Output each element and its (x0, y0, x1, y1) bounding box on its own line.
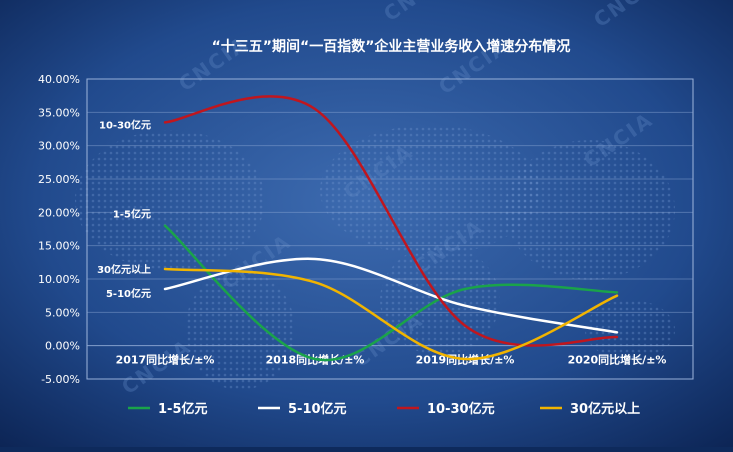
series-line (163, 224, 619, 362)
series-annotation: 5-10亿元 (106, 287, 151, 300)
y-axis: -5.00% 0.00% 5.00% 10.00% 15.00% 20.00% 25.00%… (38, 73, 80, 386)
world-map-backdrop (75, 125, 675, 390)
chart-title: “十三五”期间“一百指数”企业主营业务收入增速分布情况 (212, 38, 571, 55)
legend-label: 5-10亿元 (288, 401, 347, 417)
y-tick-label: -5.00% (41, 373, 80, 386)
annotations: 10-30亿元 1-5亿元 30亿元以上 5-10亿元 (97, 118, 151, 300)
series-annotation: 1-5亿元 (113, 208, 151, 221)
legend-label: 1-5亿元 (158, 401, 208, 417)
y-tick-label: 20.00% (38, 206, 80, 219)
legend-item: 5-10亿元 (258, 401, 347, 417)
legend-item: 30亿元以上 (540, 401, 640, 417)
y-tick-label: 15.00% (38, 240, 80, 253)
y-tick-label: 35.00% (38, 106, 80, 119)
y-tick-label: 30.00% (38, 140, 80, 153)
legend-label: 30亿元以上 (570, 401, 640, 417)
series-annotation: 30亿元以上 (97, 263, 151, 276)
x-tick-label: 2017同比增长/±% (116, 353, 215, 367)
y-tick-label: 40.00% (38, 73, 80, 86)
legend-label: 10-30亿元 (427, 401, 495, 417)
y-tick-label: 0.00% (45, 340, 80, 353)
series-line (163, 267, 619, 361)
y-tick-label: 10.00% (38, 273, 80, 286)
y-tick-label: 25.00% (38, 173, 80, 186)
legend-item: 1-5亿元 (128, 401, 208, 417)
series-lines (163, 95, 619, 362)
y-tick-label: 5.00% (45, 306, 80, 319)
gridlines (87, 78, 693, 380)
series-annotation: 10-30亿元 (99, 118, 151, 131)
legend: 1-5亿元 5-10亿元 10-30亿元 30亿元以上 (128, 401, 640, 417)
legend-item: 10-30亿元 (397, 401, 495, 417)
x-tick-label: 2020同比增长/±% (568, 353, 667, 367)
series-line (163, 95, 619, 347)
plot-area-border (86, 78, 694, 380)
